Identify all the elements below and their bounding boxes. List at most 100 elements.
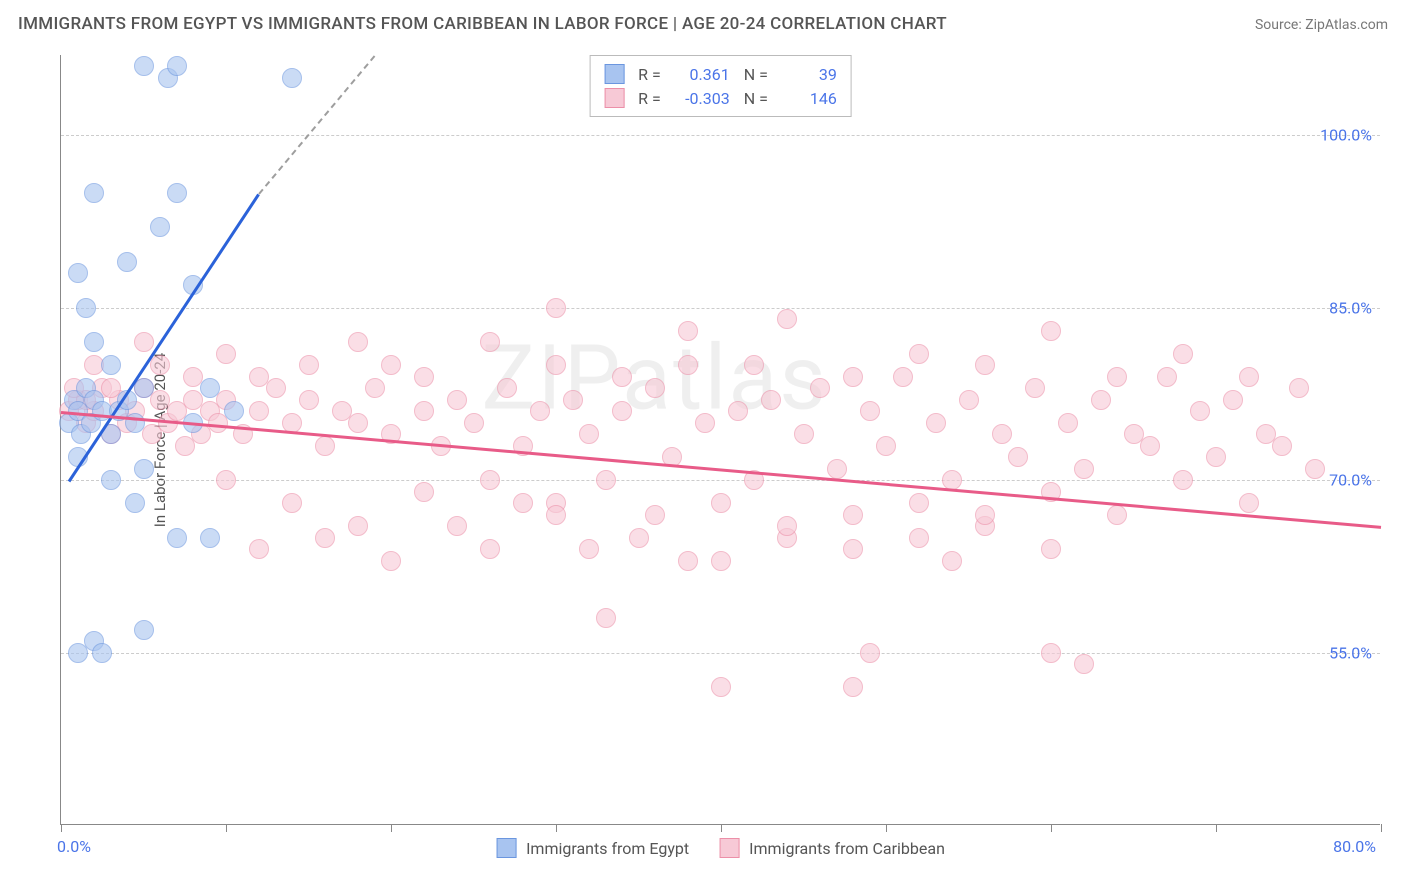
data-point-caribbean — [480, 470, 500, 490]
data-point-caribbean — [216, 470, 236, 490]
data-point-caribbean — [909, 528, 929, 548]
data-point-caribbean — [1157, 367, 1177, 387]
legend-swatch — [496, 838, 516, 858]
data-point-caribbean — [249, 401, 269, 421]
stats-row-caribbean: R =-0.303N =146 — [604, 86, 837, 110]
data-point-egypt — [200, 528, 220, 548]
y-tick-label: 70.0% — [1329, 471, 1372, 490]
data-point-caribbean — [365, 378, 385, 398]
y-tick-label: 100.0% — [1320, 126, 1372, 145]
x-tick — [1216, 824, 1217, 832]
data-point-caribbean — [794, 424, 814, 444]
data-point-egypt — [150, 217, 170, 237]
data-point-caribbean — [876, 436, 896, 456]
chart-title: IMMIGRANTS FROM EGYPT VS IMMIGRANTS FROM… — [18, 14, 947, 34]
data-point-caribbean — [827, 459, 847, 479]
data-point-egypt — [92, 643, 112, 663]
data-point-caribbean — [530, 401, 550, 421]
x-tick — [391, 824, 392, 832]
data-point-egypt — [167, 528, 187, 548]
gridline — [61, 135, 1380, 136]
data-point-caribbean — [249, 539, 269, 559]
x-tick — [1051, 824, 1052, 832]
data-point-caribbean — [563, 390, 583, 410]
data-point-egypt — [200, 378, 220, 398]
data-point-egypt — [68, 643, 88, 663]
data-point-caribbean — [282, 493, 302, 513]
data-point-caribbean — [480, 332, 500, 352]
data-point-caribbean — [447, 516, 467, 536]
legend-swatch — [719, 838, 739, 858]
data-point-egypt — [167, 56, 187, 76]
legend-swatch — [604, 64, 624, 84]
scatter-plot-area: In Labor Force | Age 20-24 ZIPatlas 55.0… — [60, 55, 1380, 825]
source-label: Source: ZipAtlas.com — [1255, 17, 1388, 33]
legend-swatch — [604, 88, 624, 108]
data-point-caribbean — [843, 505, 863, 525]
data-point-egypt — [76, 298, 96, 318]
stats-row-egypt: R =0.361N =39 — [604, 62, 837, 86]
trend-line-dashed — [258, 55, 375, 194]
data-point-caribbean — [843, 367, 863, 387]
data-point-egypt — [282, 68, 302, 88]
data-point-caribbean — [728, 401, 748, 421]
x-tick — [1381, 824, 1382, 832]
data-point-caribbean — [711, 551, 731, 571]
data-point-caribbean — [860, 643, 880, 663]
data-point-egypt — [134, 459, 154, 479]
stat-r-label: R = — [638, 65, 661, 84]
data-point-caribbean — [1305, 459, 1325, 479]
gridline — [61, 653, 1380, 654]
data-point-caribbean — [1107, 505, 1127, 525]
data-point-caribbean — [381, 551, 401, 571]
data-point-caribbean — [1173, 344, 1193, 364]
x-tick — [721, 824, 722, 832]
y-tick-label: 55.0% — [1329, 643, 1372, 662]
data-point-caribbean — [266, 378, 286, 398]
data-point-caribbean — [645, 505, 665, 525]
data-point-egypt — [84, 332, 104, 352]
data-point-caribbean — [150, 355, 170, 375]
data-point-caribbean — [975, 355, 995, 375]
data-point-caribbean — [942, 551, 962, 571]
data-point-caribbean — [134, 332, 154, 352]
data-point-caribbean — [777, 516, 797, 536]
y-tick-label: 85.0% — [1329, 298, 1372, 317]
x-tick-label: 0.0% — [57, 837, 91, 856]
stat-n-value: 39 — [782, 65, 837, 84]
data-point-caribbean — [959, 390, 979, 410]
data-point-caribbean — [447, 390, 467, 410]
data-point-caribbean — [513, 493, 533, 513]
data-point-caribbean — [810, 378, 830, 398]
data-point-caribbean — [678, 551, 698, 571]
data-point-egypt — [134, 56, 154, 76]
data-point-caribbean — [315, 528, 335, 548]
x-tick — [226, 824, 227, 832]
stat-n-label: N = — [744, 65, 768, 84]
legend-item-caribbean: Immigrants from Caribbean — [719, 838, 945, 858]
x-tick — [556, 824, 557, 832]
data-point-caribbean — [348, 516, 368, 536]
gridline — [61, 308, 1380, 309]
data-point-caribbean — [414, 367, 434, 387]
data-point-egypt — [117, 252, 137, 272]
data-point-caribbean — [1041, 539, 1061, 559]
data-point-caribbean — [926, 413, 946, 433]
data-point-caribbean — [348, 413, 368, 433]
data-point-caribbean — [1008, 447, 1028, 467]
data-point-caribbean — [893, 367, 913, 387]
data-point-caribbean — [678, 321, 698, 341]
data-point-egypt — [224, 401, 244, 421]
x-tick — [886, 824, 887, 832]
data-point-caribbean — [711, 493, 731, 513]
data-point-egypt — [84, 183, 104, 203]
data-point-caribbean — [348, 332, 368, 352]
data-point-caribbean — [629, 528, 649, 548]
data-point-caribbean — [1289, 378, 1309, 398]
data-point-caribbean — [1041, 321, 1061, 341]
data-point-caribbean — [843, 677, 863, 697]
data-point-caribbean — [1058, 413, 1078, 433]
data-point-egypt — [101, 470, 121, 490]
data-point-caribbean — [480, 539, 500, 559]
legend-label: Immigrants from Caribbean — [749, 839, 945, 858]
